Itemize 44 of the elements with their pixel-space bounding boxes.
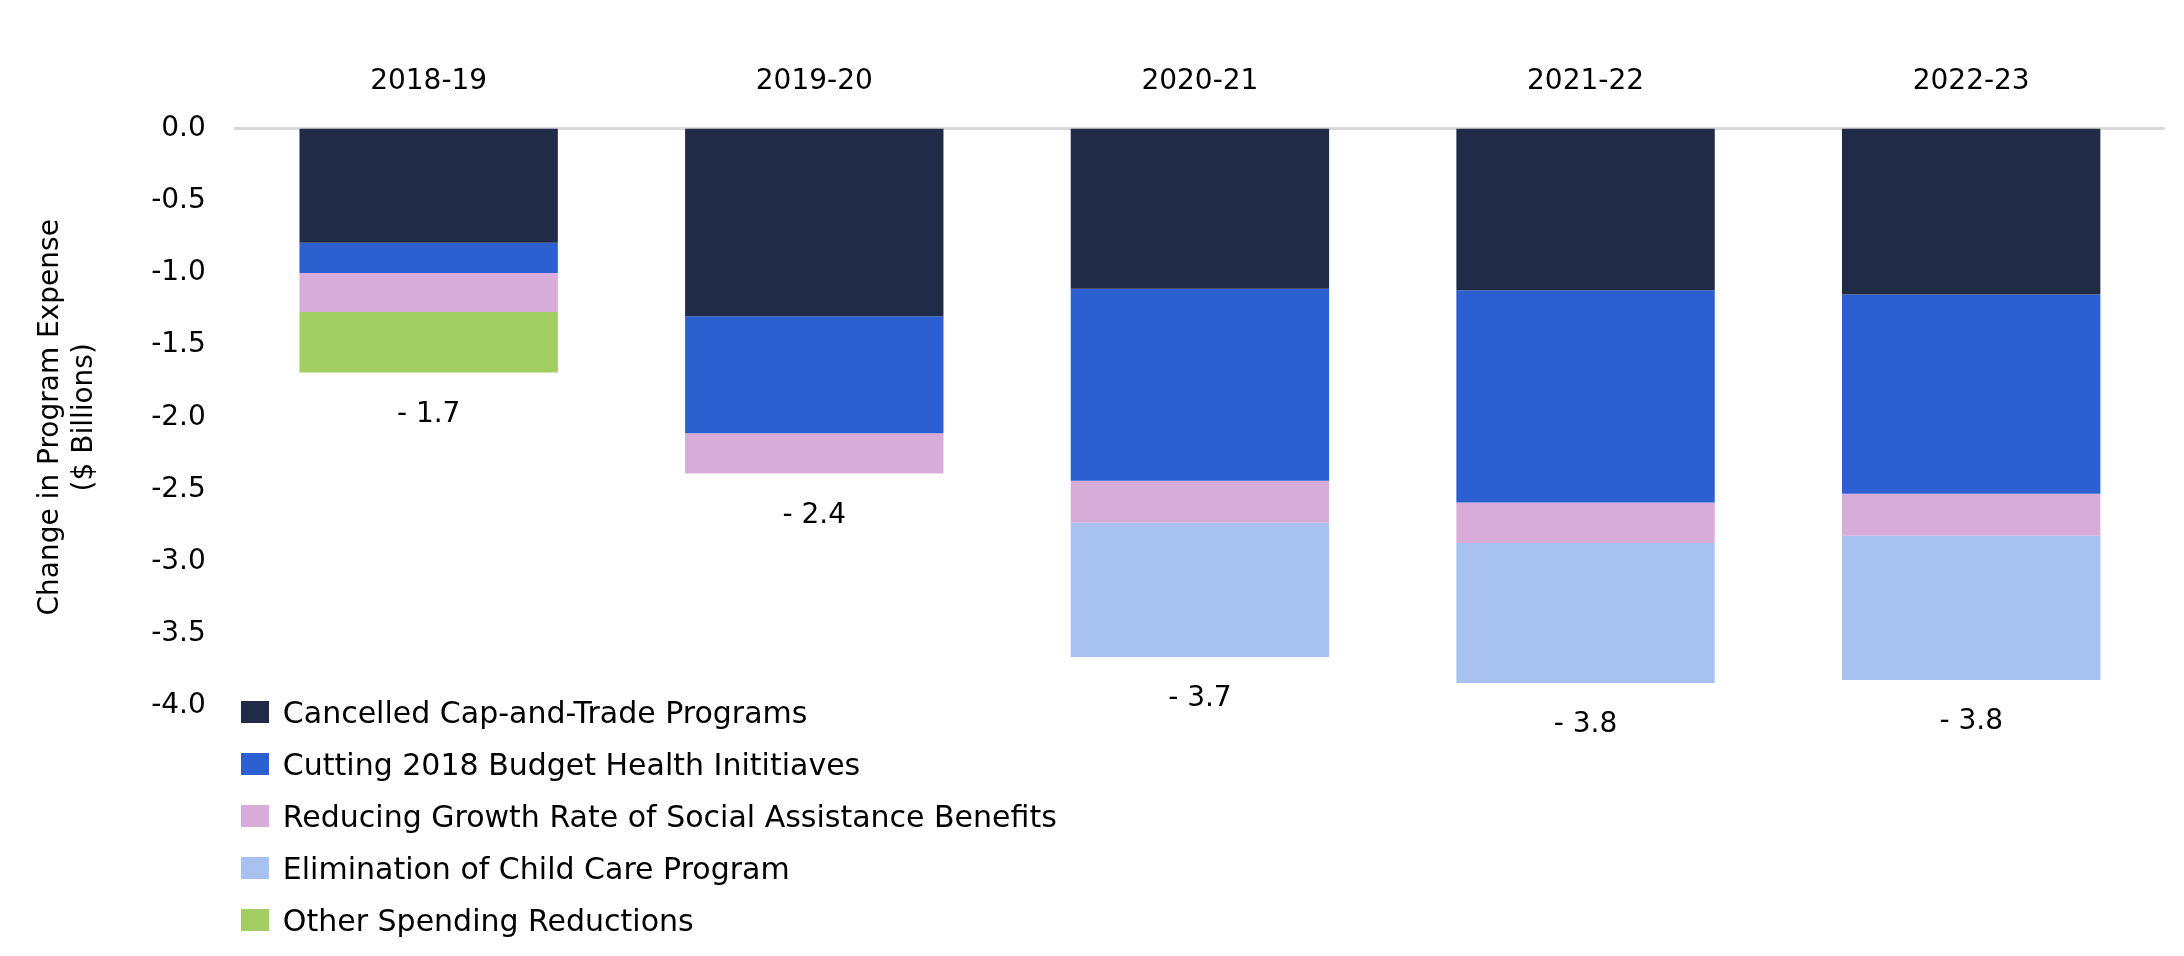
bar: [1070, 480, 1330, 523]
bar: [1456, 290, 1715, 503]
bar: [1456, 128, 1715, 291]
legend-label: Elimination of Child Care Program: [282, 850, 790, 886]
x-tick-label: 2021-22: [1527, 63, 1645, 97]
x-tick-label: 2019-20: [755, 63, 873, 97]
y-tick-label: -2.0: [151, 398, 206, 432]
bar: [1070, 288, 1330, 481]
bar: [685, 433, 944, 474]
y-tick-label: -1.0: [151, 254, 206, 288]
bar: [1842, 294, 2101, 494]
y-tick-label: -3.0: [151, 542, 206, 576]
bar: [1842, 535, 2101, 681]
bar: [1070, 128, 1330, 289]
y-tick-label: -3.5: [151, 615, 206, 649]
bar: [685, 316, 944, 434]
legend-label: Cancelled Cap-and-Trade Programs: [282, 694, 808, 730]
bar: [1842, 493, 2101, 536]
bar: [299, 272, 558, 312]
total-label: - 3.8: [1939, 703, 2003, 737]
x-tick-label: 2018-19: [370, 63, 488, 97]
y-tick-label: -4.0: [151, 687, 206, 721]
bar: [299, 242, 558, 273]
y-tick-label: -0.5: [151, 182, 206, 216]
total-label: - 1.7: [396, 395, 461, 429]
total-label: - 3.8: [1553, 706, 1618, 740]
x-tick-label: 2022-23: [1912, 63, 2030, 97]
bar: [299, 128, 558, 243]
legend-label: Cutting 2018 Budget Health Inititiaves: [282, 746, 861, 782]
bar: [299, 311, 558, 373]
y-tick-label: -1.5: [151, 326, 206, 360]
legend-label: Reducing Growth Rate of Social Assistance Benefits: [282, 798, 1057, 834]
y-tick-label: -2.5: [151, 470, 206, 504]
bar: [685, 128, 944, 317]
total-label: - 2.4: [782, 496, 847, 530]
total-label: - 3.7: [1168, 680, 1232, 714]
bar: [1456, 502, 1715, 543]
bar: [1070, 522, 1330, 657]
legend-label: Other Spending Reductions: [282, 902, 694, 938]
x-tick-label: 2020-21: [1141, 63, 1259, 97]
bar: [1842, 128, 2101, 295]
y-tick-label: 0.0: [161, 109, 206, 143]
bar: [1456, 542, 1715, 683]
y-axis-title: Change in Program Expense ($ Billions): [32, 219, 99, 616]
